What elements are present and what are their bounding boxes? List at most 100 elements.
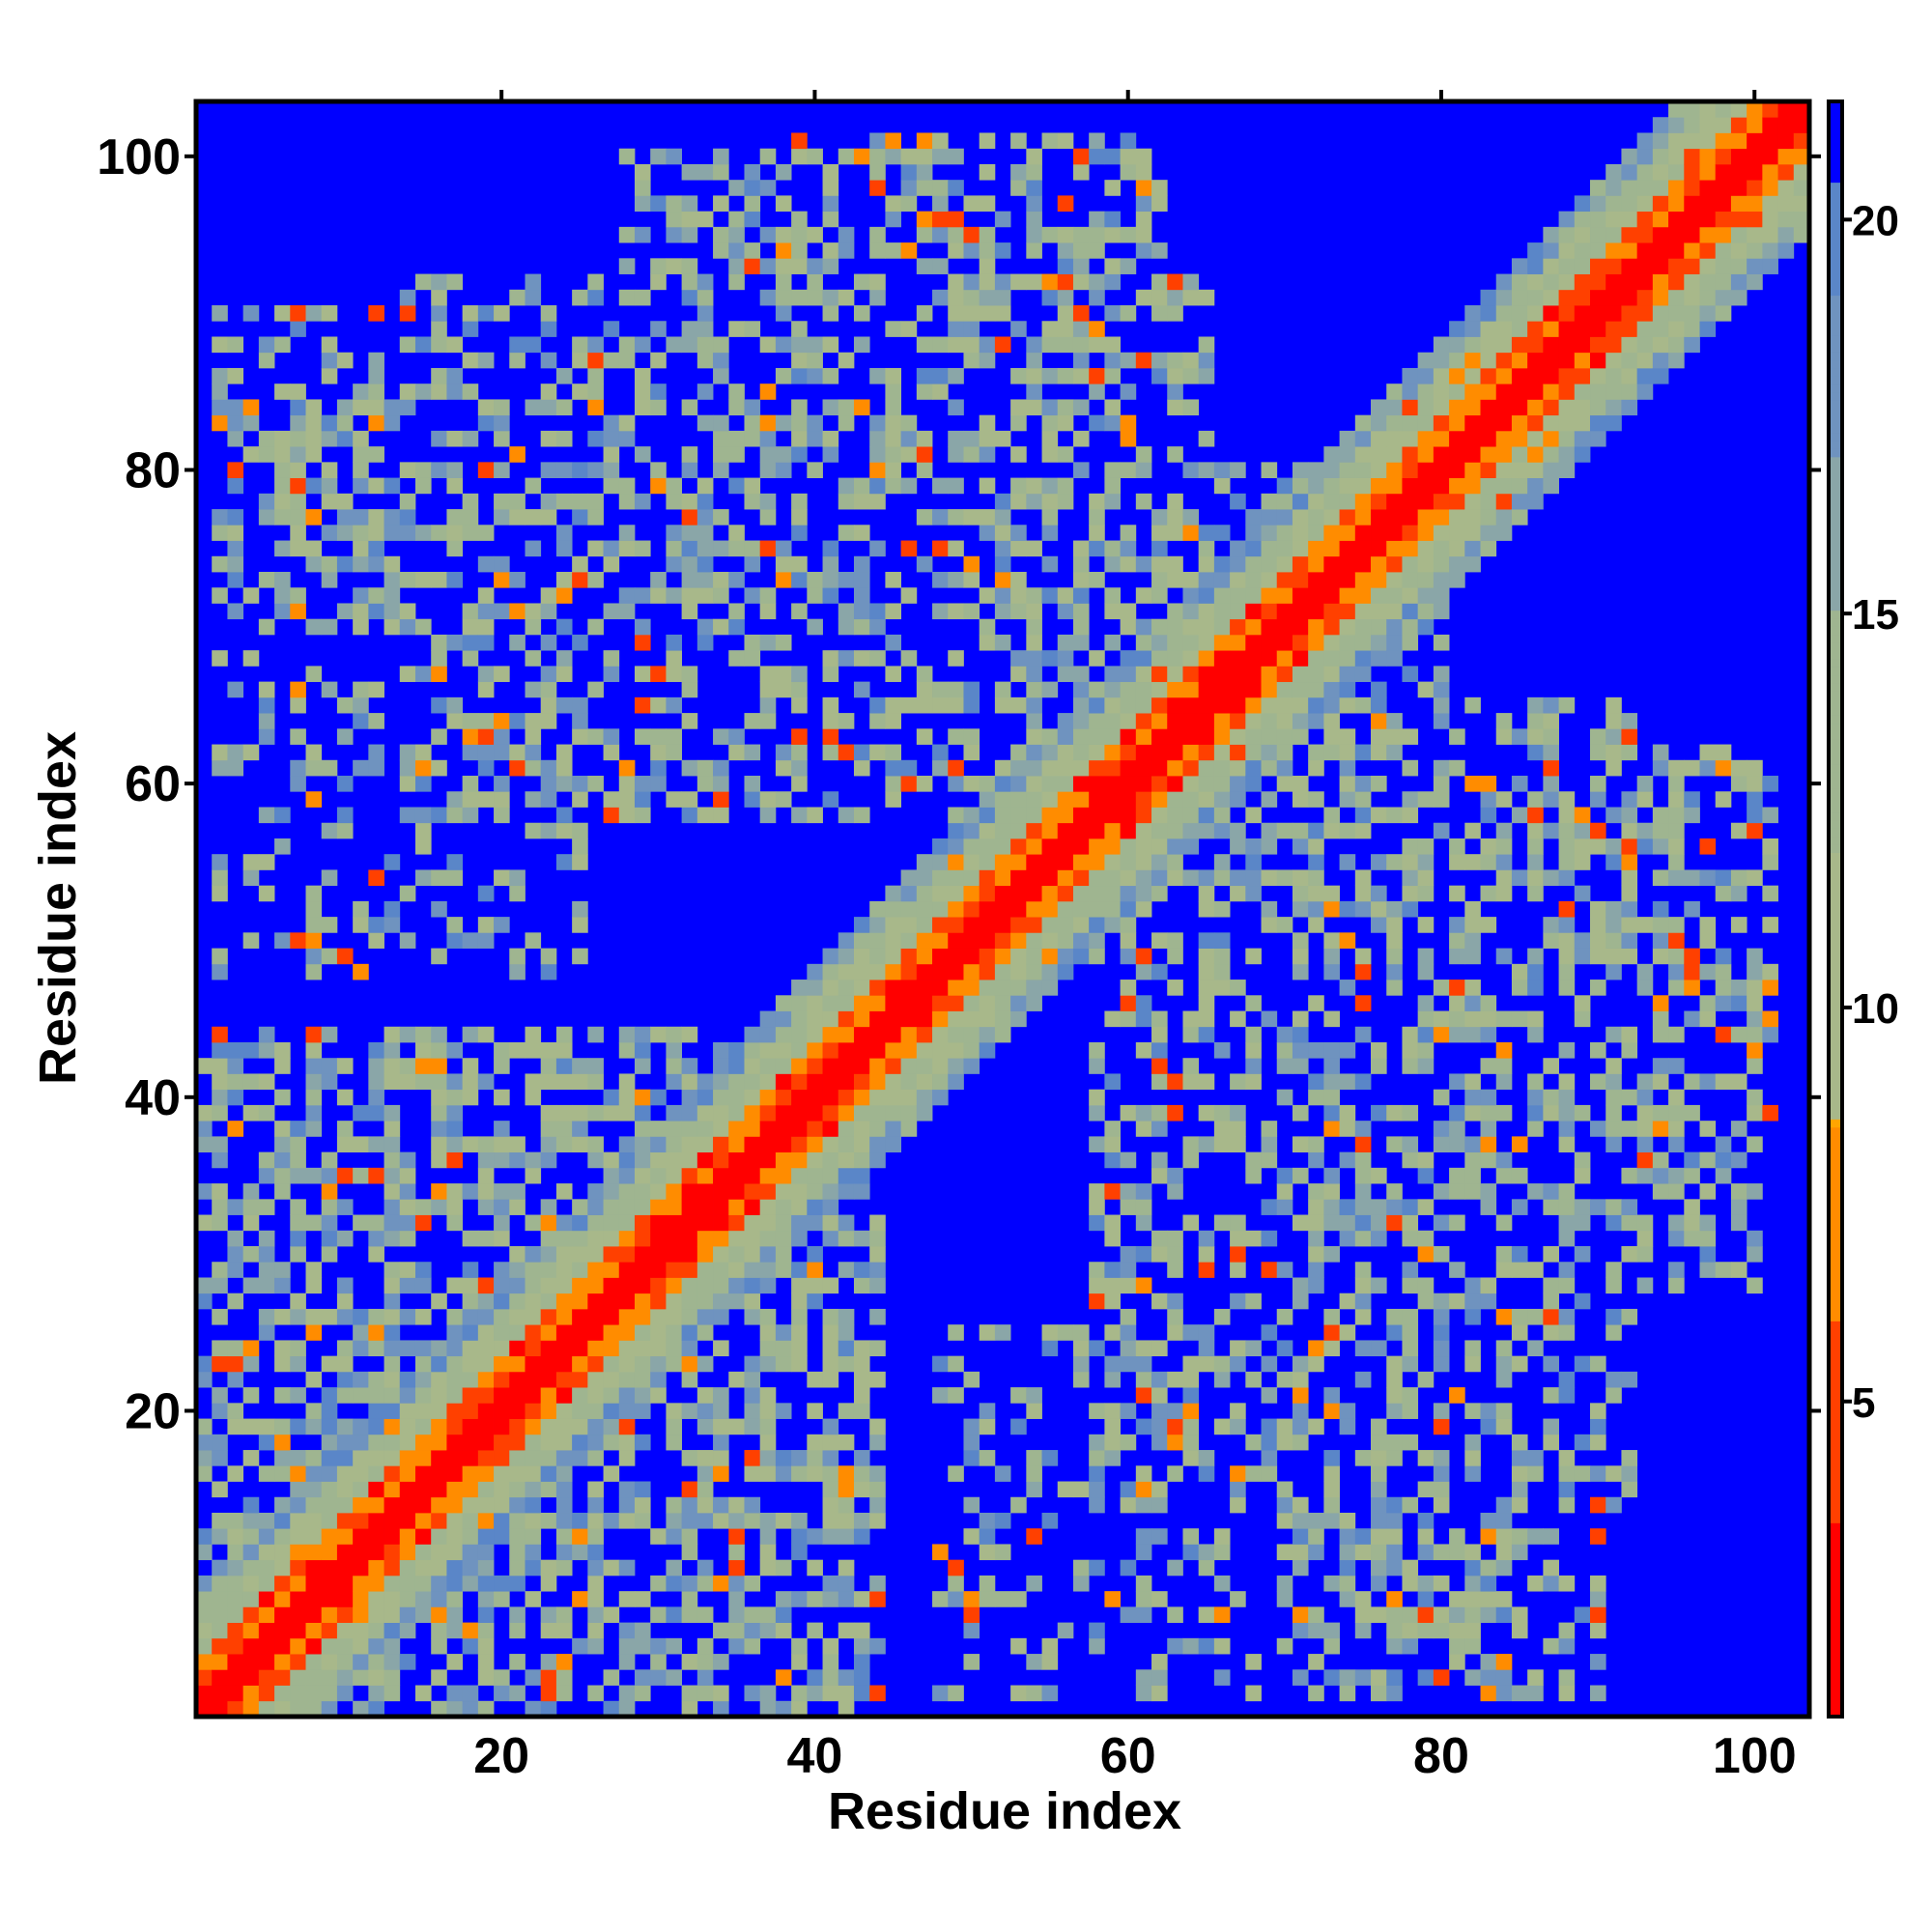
heatmap-cell [696,477,714,495]
heatmap-cell [1762,1104,1778,1122]
heatmap-cell [1402,1151,1419,1169]
heatmap-cell [446,336,464,354]
heatmap-cell [807,336,823,354]
heatmap-cell [618,603,636,620]
heatmap-cell [446,1575,464,1592]
heatmap-cell [634,807,651,824]
heatmap-cell [1198,289,1215,306]
heatmap-cell [1652,305,1669,322]
colorbar-segment [1829,860,1842,869]
heatmap-cell [696,321,714,337]
heatmap-cell [368,713,384,729]
heatmap-cell [290,1669,306,1686]
heatmap-cell [634,696,651,714]
heatmap-cell [540,321,557,337]
heatmap-cell [305,1026,323,1043]
heatmap-cell [728,1622,745,1639]
heatmap-cell [353,1669,369,1686]
heatmap-cell [1276,1183,1293,1200]
heatmap-cell [963,226,980,243]
heatmap-cell [1558,352,1576,369]
heatmap-cell [696,1403,714,1419]
heatmap-cell [477,414,495,432]
heatmap-cell [509,1528,526,1545]
heatmap-cell [1057,446,1074,463]
heatmap-cell [477,1622,495,1639]
heatmap-cell [822,399,839,416]
heatmap-cell [414,869,432,887]
heatmap-cell [274,1496,291,1514]
heatmap-cell [759,1324,777,1341]
heatmap-cell [525,1355,542,1373]
heatmap-cell [1715,226,1732,243]
heatmap-cell [1402,477,1419,495]
heatmap-cell [744,1418,761,1435]
heatmap-cell [650,1089,667,1106]
heatmap-cell [1072,555,1090,573]
heatmap-cell [399,1403,416,1419]
heatmap-cell [1574,1199,1591,1215]
heatmap-cell [963,1450,980,1466]
heatmap-cell [1041,1512,1059,1529]
heatmap-cell [681,555,698,573]
colorbar-segment [1829,1102,1842,1112]
heatmap-cell [587,1418,604,1435]
heatmap-cell [1135,713,1152,729]
heatmap-cell [431,948,447,965]
heatmap-cell [242,1700,260,1718]
heatmap-cell [1026,148,1042,165]
heatmap-cell [1527,744,1544,761]
heatmap-cell [1590,980,1606,996]
heatmap-cell [1151,1246,1168,1263]
heatmap-cell [509,1544,526,1561]
heatmap-cell [666,1434,683,1451]
heatmap-cell [1230,634,1246,651]
heatmap-cell [1261,759,1278,777]
heatmap-cell [1339,728,1356,745]
heatmap-cell [1371,587,1387,604]
heatmap-cell [212,305,228,322]
heatmap-cell [1527,1010,1544,1028]
heatmap-cell [305,1591,323,1607]
heatmap-cell [822,180,839,196]
heatmap-cell [572,1403,588,1419]
heatmap-cell [1308,713,1324,729]
heatmap-cell [1104,885,1121,902]
heatmap-cell [227,1606,244,1623]
heatmap-cell [1339,430,1356,447]
heatmap-cell [477,759,495,777]
heatmap-cell [618,1622,636,1639]
heatmap-cell [1072,728,1090,745]
heatmap-cell [1511,1308,1528,1325]
heatmap-cell [1213,1544,1231,1561]
heatmap-cell [1495,885,1513,902]
heatmap-cell [336,525,354,541]
heatmap-cell [791,1073,808,1091]
heatmap-cell [258,1418,275,1435]
heatmap-cell [1417,430,1435,447]
heatmap-cell [1543,414,1559,432]
heatmap-cell [1041,900,1059,918]
heatmap-cell [1323,446,1340,463]
heatmap-cell [618,1230,636,1247]
heatmap-cell [1543,336,1559,354]
heatmap-cell [1480,854,1497,870]
heatmap-cell [1120,1262,1137,1278]
heatmap-cell [1308,1606,1324,1623]
heatmap-cell [666,1199,683,1215]
heatmap-cell [1386,1355,1403,1373]
heatmap-cell [1245,1073,1262,1091]
heatmap-cell [618,1026,636,1043]
heatmap-cell [618,540,636,557]
heatmap-cell [462,1403,479,1419]
heatmap-cell [666,650,683,667]
heatmap-cell [290,1575,306,1592]
heatmap-cell [650,1387,667,1404]
heatmap-cell [477,1308,495,1325]
heatmap-cell [1230,696,1246,714]
heatmap-cell [1527,1089,1544,1106]
heatmap-cell [431,650,447,667]
heatmap-cell [1120,462,1137,478]
heatmap-cell [869,917,886,933]
